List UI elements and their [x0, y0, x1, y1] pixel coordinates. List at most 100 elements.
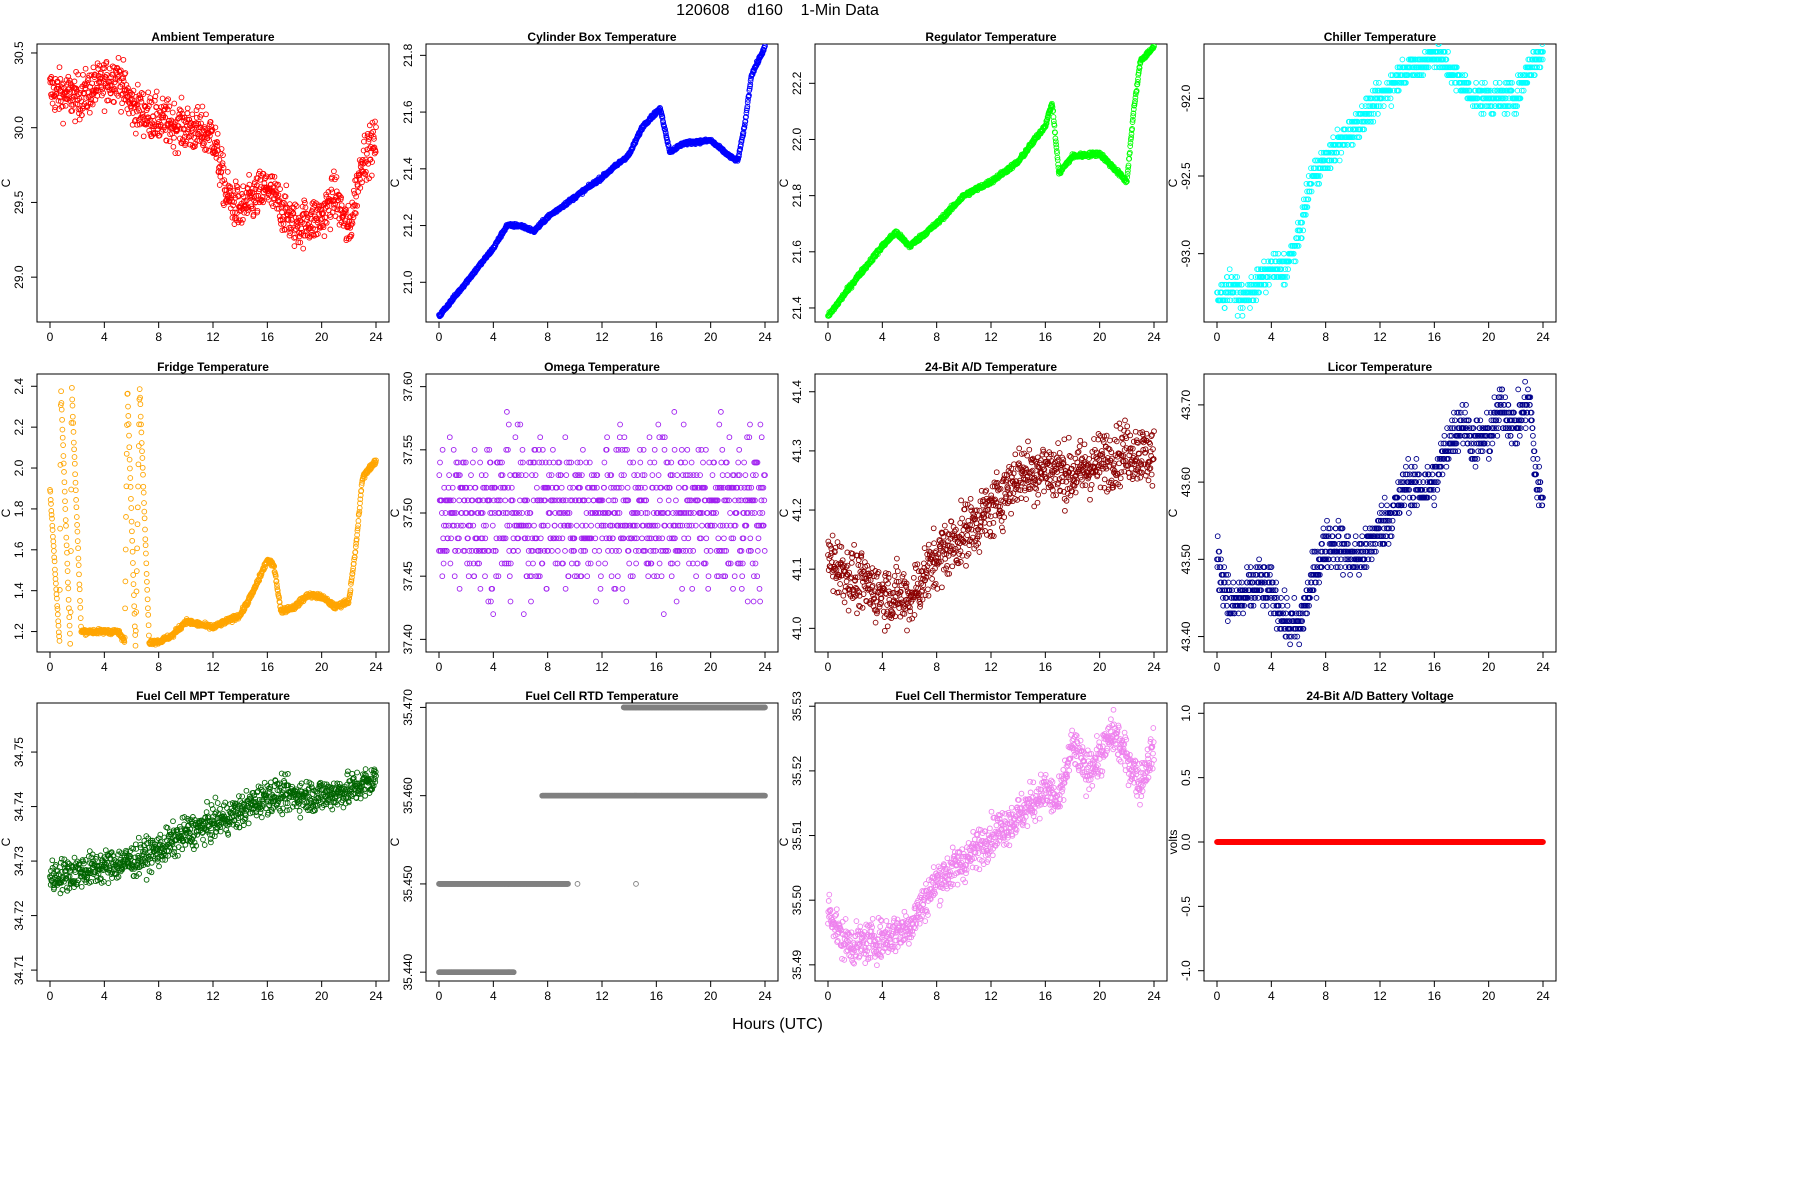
data-point [184, 105, 191, 112]
data-point [73, 497, 79, 503]
data-point [1053, 144, 1060, 151]
data-point [1534, 64, 1540, 71]
data-point [1372, 87, 1379, 94]
y-tick-label: 1.6 [12, 541, 26, 558]
data-point [1308, 165, 1314, 172]
y-tick-label: 21.4 [401, 157, 415, 181]
data-point [1308, 188, 1315, 195]
data-point [1228, 274, 1235, 280]
data-point [274, 584, 280, 591]
x-tick-label: 12 [595, 330, 609, 344]
x-tick-label: 8 [1322, 330, 1329, 344]
data-point [1258, 281, 1265, 288]
data-point [338, 202, 345, 209]
data-point [1438, 48, 1445, 55]
data-point [99, 86, 106, 93]
data-point [1364, 118, 1371, 125]
y-axis-label: C [1166, 178, 1180, 187]
data-point [1540, 48, 1546, 55]
data-point [1524, 79, 1531, 86]
data-point [1227, 297, 1233, 304]
data-point [272, 180, 279, 187]
data-point [1361, 126, 1368, 133]
data-point [249, 185, 256, 192]
data-point [184, 116, 190, 123]
data-point [137, 95, 144, 102]
data-point [277, 186, 283, 192]
data-point [1375, 111, 1381, 117]
data-point [1053, 141, 1059, 148]
data-point [221, 177, 228, 183]
data-point [371, 150, 378, 157]
data-point [1415, 64, 1422, 71]
data-point [145, 622, 152, 629]
data-point [244, 210, 250, 216]
data-point [1332, 157, 1339, 164]
data-point [1130, 113, 1136, 119]
data-point [738, 142, 744, 148]
data-point [1248, 274, 1255, 280]
data-point [135, 461, 142, 468]
data-point [741, 124, 748, 131]
data-point [1264, 274, 1271, 280]
data-point [123, 483, 130, 490]
data-point [1500, 95, 1507, 102]
data-point [117, 67, 124, 74]
data-point [139, 464, 146, 471]
data-point [1127, 140, 1134, 146]
data-point [120, 78, 127, 84]
data-point [1388, 103, 1395, 109]
data-point [1485, 103, 1492, 109]
data-point [56, 638, 63, 644]
data-point [71, 78, 78, 85]
data-point [1282, 266, 1289, 273]
data-point [364, 150, 370, 157]
data-point [1517, 72, 1524, 78]
data-point [348, 221, 355, 228]
data-point [1518, 87, 1525, 94]
data-point [1256, 289, 1262, 296]
x-tick-label: 0 [47, 330, 54, 344]
data-point [1342, 142, 1348, 148]
data-point [130, 560, 136, 566]
data-point [127, 484, 134, 490]
data-point [69, 107, 76, 114]
data-point [1373, 103, 1380, 109]
data-point [361, 132, 368, 139]
data-point [1537, 64, 1544, 71]
x-tick-label: 24 [1147, 330, 1161, 344]
data-point [224, 169, 231, 175]
data-point [145, 605, 151, 612]
data-point [153, 88, 160, 95]
data-point [312, 226, 319, 233]
data-point [72, 479, 79, 486]
data-point [115, 54, 122, 61]
panel-title: Cylinder Box Temperature [527, 30, 676, 44]
data-point [1272, 250, 1279, 257]
data-point [165, 96, 171, 103]
data-point [1482, 79, 1488, 86]
data-point [1132, 98, 1138, 104]
data-point [353, 193, 359, 200]
data-point [218, 169, 225, 176]
data-point [169, 109, 176, 116]
data-point [54, 603, 61, 609]
data-point [1365, 95, 1371, 102]
data-point [252, 199, 259, 206]
data-point [131, 623, 138, 630]
data-point [1367, 103, 1374, 109]
data-point [1285, 266, 1291, 273]
data-point [89, 101, 96, 108]
data-point [238, 219, 245, 226]
data-point [303, 211, 310, 217]
data-point [230, 202, 236, 209]
data-point [271, 563, 278, 570]
data-point [1395, 87, 1402, 94]
data-point [51, 548, 57, 554]
data-point [192, 143, 198, 150]
data-point [227, 183, 233, 190]
data-point [1505, 79, 1512, 86]
data-point [214, 130, 221, 137]
